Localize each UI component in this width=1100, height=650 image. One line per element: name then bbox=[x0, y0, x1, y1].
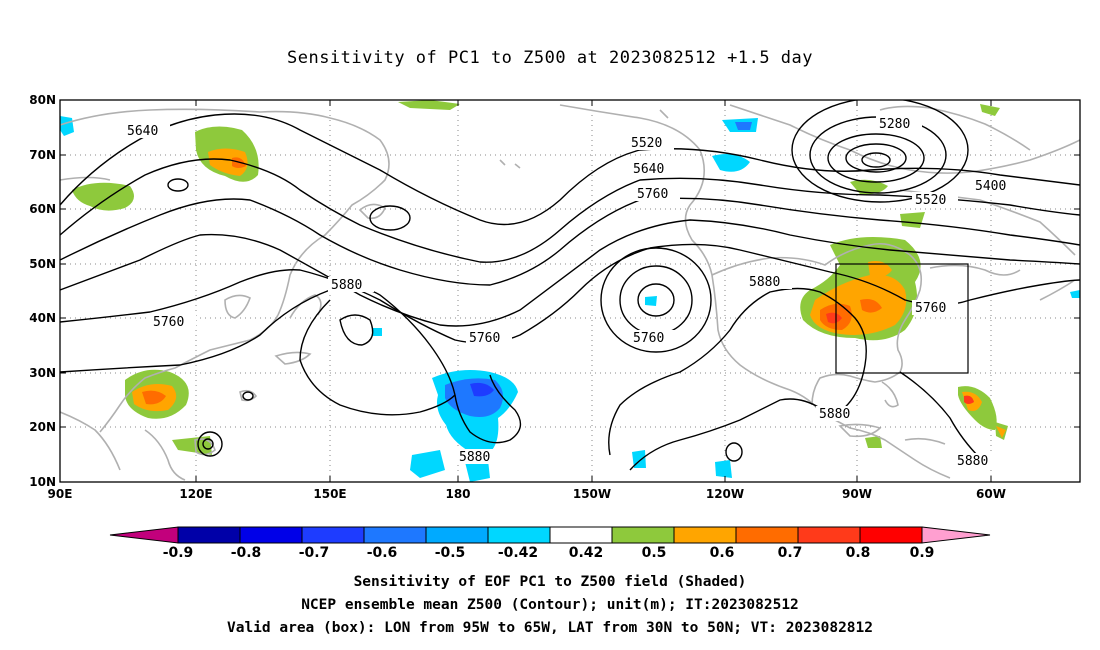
colorbar-label: 0.7 bbox=[778, 545, 803, 561]
contour-label: 5760 bbox=[633, 331, 664, 346]
colorbar-cell bbox=[301, 526, 365, 544]
colorbar-cell bbox=[673, 526, 737, 544]
colorbar-cell bbox=[425, 526, 489, 544]
colorbar-right-arrow bbox=[921, 526, 991, 544]
colorbar-label: 0.6 bbox=[710, 545, 735, 561]
lon-label: 90W bbox=[842, 487, 872, 501]
lon-label: 120E bbox=[179, 487, 212, 501]
colorbar-label: 0.5 bbox=[642, 545, 667, 561]
contour-label: 5640 bbox=[633, 162, 664, 177]
contour-label: 5520 bbox=[915, 193, 946, 208]
colorbar-label: -0.42 bbox=[498, 545, 538, 561]
colorbar-cell bbox=[363, 526, 427, 544]
colorbar-label: 0.42 bbox=[569, 545, 604, 561]
colorbar-cell bbox=[611, 526, 675, 544]
lon-label: 180 bbox=[445, 487, 470, 501]
contour-label: 5880 bbox=[459, 450, 490, 465]
colorbar-left-arrow bbox=[109, 526, 179, 544]
colorbar-label: -0.5 bbox=[435, 545, 466, 561]
contour-label: 5640 bbox=[127, 124, 158, 139]
contour-label: 5760 bbox=[469, 331, 500, 346]
valid-area-box bbox=[835, 263, 969, 374]
contour-label: 5520 bbox=[631, 136, 662, 151]
map-frame bbox=[59, 99, 1081, 483]
caption-valid-area: Valid area (box): LON from 95W to 65W, L… bbox=[226, 620, 873, 636]
colorbar-cell bbox=[177, 526, 241, 544]
sensitivity-shading bbox=[60, 100, 1080, 482]
z500-contours bbox=[60, 100, 1080, 471]
lon-label: 150W bbox=[573, 487, 611, 501]
colorbar-label: 0.8 bbox=[846, 545, 871, 561]
contour-label: 5760 bbox=[915, 301, 946, 316]
contour-label: 5400 bbox=[975, 179, 1006, 194]
latitude-labels: 80N 70N 60N 50N 40N 30N 20N 10N bbox=[29, 93, 56, 489]
caption-contour: NCEP ensemble mean Z500 (Contour); unit(… bbox=[301, 597, 799, 613]
contour-label: 5880 bbox=[819, 407, 850, 422]
colorbar-label: -0.9 bbox=[163, 545, 194, 561]
contour-label: 5880 bbox=[749, 275, 780, 290]
colorbar-cell bbox=[487, 526, 551, 544]
colorbar-label: -0.8 bbox=[231, 545, 262, 561]
contour-label: 5880 bbox=[957, 454, 988, 469]
coastlines bbox=[60, 104, 1080, 481]
lat-label: 40N bbox=[29, 311, 56, 325]
caption-shading: Sensitivity of EOF PC1 to Z500 field (Sh… bbox=[353, 574, 747, 590]
contour-labels: 5640 5520 5640 5760 5280 5400 5520 5880 … bbox=[124, 116, 1018, 469]
colorbar: -0.9 -0.8 -0.7 -0.6 -0.5 -0.42 0.42 0.5 … bbox=[109, 526, 991, 561]
colorbar-cell bbox=[797, 526, 861, 544]
lat-label: 80N bbox=[29, 93, 56, 107]
plot-title: Sensitivity of PC1 to Z500 at 2023082512… bbox=[286, 48, 813, 68]
lat-label: 50N bbox=[29, 257, 56, 271]
colorbar-label: -0.7 bbox=[299, 545, 330, 561]
lon-label: 150E bbox=[313, 487, 346, 501]
axis-ticks bbox=[60, 99, 1080, 483]
colorbar-cell bbox=[549, 526, 613, 544]
contour-label: 5760 bbox=[153, 315, 184, 330]
contour-label: 5880 bbox=[331, 278, 362, 293]
contour-label: 5760 bbox=[637, 187, 668, 202]
lat-label: 20N bbox=[29, 420, 56, 434]
lon-label: 60W bbox=[976, 487, 1006, 501]
colorbar-cell bbox=[735, 526, 799, 544]
contour-label: 5280 bbox=[879, 117, 910, 132]
lon-label: 90E bbox=[48, 487, 73, 501]
lat-label: 10N bbox=[29, 475, 56, 489]
colorbar-label: -0.6 bbox=[367, 545, 398, 561]
colorbar-cell bbox=[239, 526, 303, 544]
longitude-labels: 90E 120E 150E 180 150W 120W 90W 60W bbox=[48, 487, 1006, 501]
lat-label: 70N bbox=[29, 148, 56, 162]
colorbar-label: 0.9 bbox=[910, 545, 935, 561]
colorbar-cell bbox=[859, 526, 923, 544]
lat-label: 60N bbox=[29, 202, 56, 216]
lon-label: 120W bbox=[706, 487, 744, 501]
lat-label: 30N bbox=[29, 366, 56, 380]
